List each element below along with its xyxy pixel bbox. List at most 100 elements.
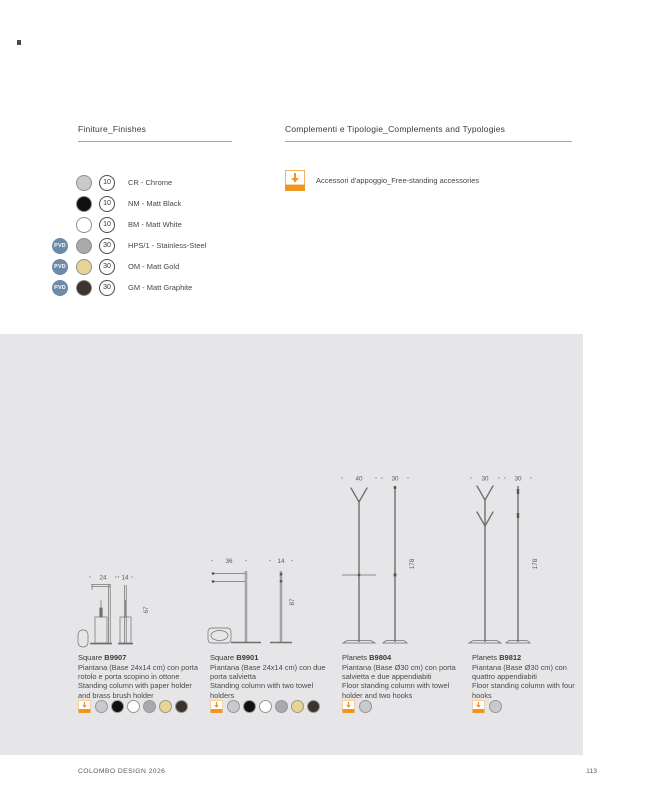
product-card-b9901: Square B9901 Piantana (Base 24x14 cm) co…: [210, 653, 328, 700]
dimension-label: 36: [225, 558, 233, 565]
pvd-slot: PVD: [52, 279, 76, 296]
product-swatch-row-b9901: [210, 700, 323, 713]
product-swatch-row-b9907: [78, 700, 191, 713]
finish-count-badge: 10: [99, 216, 115, 233]
dimension-label: 178: [409, 558, 416, 569]
finish-label: GM - Matt Graphite: [128, 283, 193, 292]
dimension-label: 30: [391, 476, 399, 483]
pvd-badge: PVD: [52, 258, 68, 275]
finish-swatch: [76, 237, 92, 254]
pvd-slot: PVD: [52, 237, 76, 254]
product-name: Planets B9812: [472, 653, 586, 662]
dimension-label: 14: [121, 575, 129, 582]
dimension-label: 40: [355, 476, 363, 483]
dimension-label: 87: [289, 598, 296, 606]
finish-swatch: [76, 258, 92, 275]
product-drawing-b9901: 36 14 87: [206, 544, 321, 657]
finish-label: NM - Matt Black: [128, 199, 182, 208]
finish-count-badge: 30: [99, 279, 115, 296]
free-standing-accessory-icon: [78, 700, 91, 713]
accessory-typology-row: Accessori d'appoggio_Free-standing acces…: [285, 170, 479, 191]
product-code: B9901: [236, 653, 259, 662]
finish-label: BM - Matt White: [128, 220, 182, 229]
finish-row-matt-black: 10 NM - Matt Black: [52, 195, 181, 212]
product-card-b9907: Square B9907 Piantana (Base 24x14 cm) co…: [78, 653, 200, 700]
product-code: B9907: [104, 653, 127, 662]
finish-row-matt-white: 10 BM - Matt White: [52, 216, 182, 233]
product-code: B9804: [369, 653, 392, 662]
finishes-section-title: Finiture_Finishes: [78, 124, 147, 134]
finish-row-stainless-steel: PVD 30 HPS/1 - Stainless-Steel: [52, 237, 206, 254]
product-description-it: Piantana (Base 24x14 cm) con due porta s…: [210, 663, 326, 682]
pvd-badge: PVD: [52, 237, 68, 254]
product-name: Square B9901: [210, 653, 328, 662]
dimension-label: 67: [143, 606, 150, 614]
products-section-background: [0, 334, 583, 755]
product-description-en: Floor standing column with towel holder …: [342, 681, 450, 700]
free-standing-accessory-icon: [342, 700, 355, 713]
dimension-label: 24: [99, 575, 107, 582]
print-crop-mark: [17, 40, 21, 45]
finish-swatch: [76, 195, 92, 212]
color-option-dot: [227, 700, 240, 713]
finish-count-badge: 10: [99, 195, 115, 212]
dimension-label: 14: [277, 558, 285, 565]
color-option-dot: [275, 700, 288, 713]
footer-brand: COLOMBO DESIGN 2026: [78, 768, 166, 775]
product-description-en: Standing column with two towel holders: [210, 681, 314, 700]
product-description-it: Piantana (Base 24x14 cm) con porta rotol…: [78, 663, 198, 682]
color-option-dot: [307, 700, 320, 713]
dimension-label: 30: [481, 476, 489, 483]
finish-swatch: [76, 174, 92, 191]
finish-row-chrome: 10 CR - Chrome: [52, 174, 172, 191]
typologies-section-title: Complementi e Tipologie_Complements and …: [285, 124, 506, 134]
finish-swatch: [76, 216, 92, 233]
color-option-dot: [243, 700, 256, 713]
product-name: Square B9907: [78, 653, 200, 662]
page-number: 113: [586, 768, 597, 775]
dimension-label: 178: [532, 558, 539, 569]
product-name: Planets B9804: [342, 653, 464, 662]
color-option-dot: [127, 700, 140, 713]
product-family: Square: [210, 653, 235, 662]
finish-row-matt-graphite: PVD 30 GM - Matt Graphite: [52, 279, 192, 296]
finishes-title-rule: [78, 141, 232, 142]
finish-count-badge: 10: [99, 174, 115, 191]
dimension-label: 30: [514, 476, 522, 483]
product-family: Square: [78, 653, 103, 662]
finish-label: HPS/1 - Stainless-Steel: [128, 241, 207, 250]
accessory-typology-label: Accessori d'appoggio_Free-standing acces…: [316, 176, 480, 185]
finish-count-badge: 30: [99, 258, 115, 275]
product-description-en: Floor standing column with four hooks: [472, 681, 575, 700]
free-standing-accessory-icon: [210, 700, 223, 713]
product-description-it: Piantana (Base Ø30 cm) con quattro appen…: [472, 663, 567, 682]
product-family: Planets: [472, 653, 498, 662]
product-drawing-b9812: 30 30 178: [467, 466, 587, 657]
pvd-slot: PVD: [52, 258, 76, 275]
product-drawing-b9907: 24 14 67: [75, 562, 190, 657]
product-description-en: Standing column with paper holder and br…: [78, 681, 192, 700]
free-standing-accessory-icon: [472, 700, 485, 713]
typologies-title-rule: [285, 141, 572, 142]
product-card-b9804: Planets B9804 Piantana (Base Ø30 cm) con…: [342, 653, 464, 700]
finish-label: CR - Chrome: [128, 178, 173, 187]
color-option-dot: [359, 700, 372, 713]
pvd-badge: PVD: [52, 279, 68, 296]
product-card-b9812: Planets B9812 Piantana (Base Ø30 cm) con…: [472, 653, 586, 700]
finish-count-badge: 30: [99, 237, 115, 254]
color-option-dot: [175, 700, 188, 713]
color-option-dot: [95, 700, 108, 713]
color-option-dot: [259, 700, 272, 713]
color-option-dot: [291, 700, 304, 713]
color-option-dot: [143, 700, 156, 713]
finish-swatch: [76, 279, 92, 296]
product-swatch-row-b9804: [342, 700, 375, 713]
product-code: B9812: [499, 653, 522, 662]
color-option-dot: [489, 700, 502, 713]
product-family: Planets: [342, 653, 368, 662]
product-description-it: Piantana (Base Ø30 cm) con porta salviet…: [342, 663, 456, 682]
product-swatch-row-b9812: [472, 700, 505, 713]
color-option-dot: [159, 700, 172, 713]
free-standing-accessory-icon: [285, 170, 305, 191]
